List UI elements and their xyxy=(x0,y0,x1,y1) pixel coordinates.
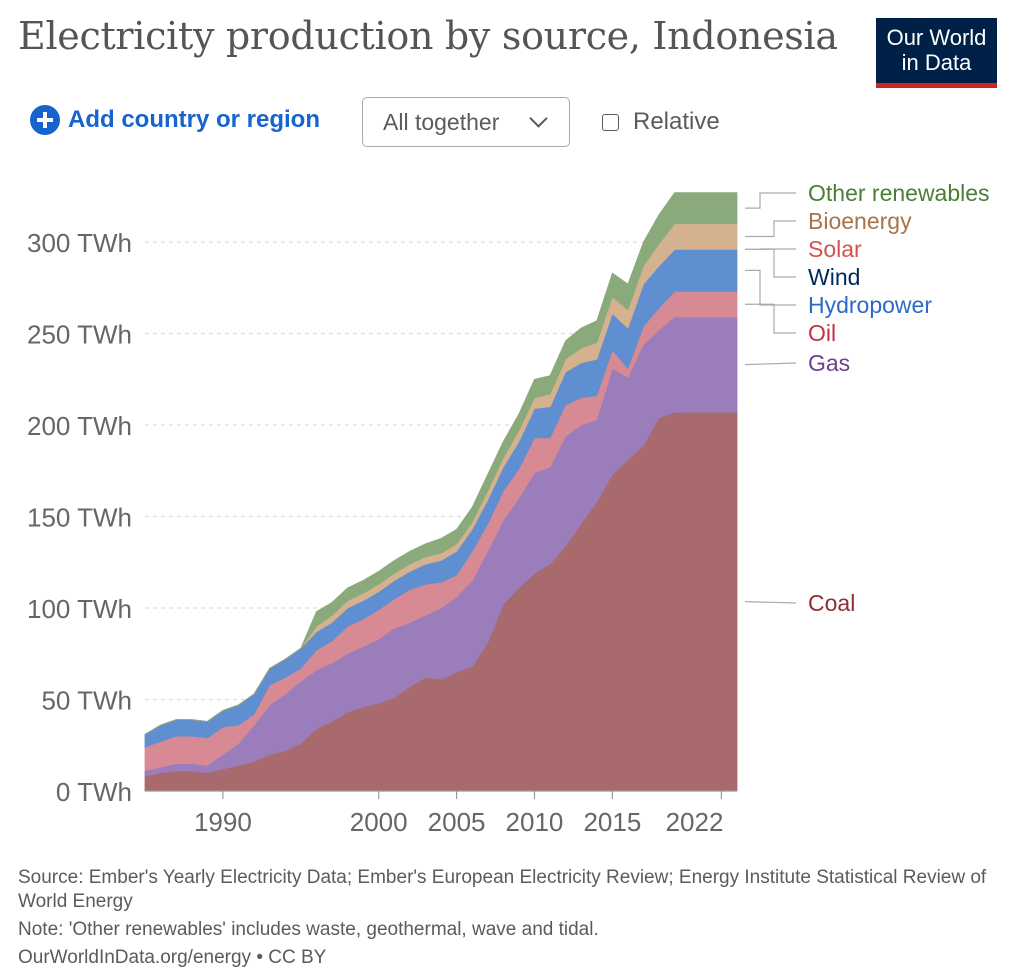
note-text: Note: 'Other renewables' includes waste,… xyxy=(18,919,599,940)
y-tick-label: 50 TWh xyxy=(41,686,132,716)
stacked-area-chart: 0 TWh 50 TWh 100 TWh 150 TWh 200 TWh 250 TWh 3… xyxy=(27,180,990,837)
chevron-down-icon xyxy=(529,109,548,128)
logo-line-2: in Data xyxy=(901,50,972,75)
legend-label-other-renewables: Other renewables xyxy=(808,180,990,206)
legend-connector xyxy=(745,269,796,306)
credit-link[interactable]: OurWorldInData.org/energy • CC BY xyxy=(18,947,327,968)
y-tick-label: 150 TWh xyxy=(27,503,132,533)
y-tick-label: 300 TWh xyxy=(27,228,132,258)
chart-title: Electricity production by source, Indone… xyxy=(18,14,838,58)
legend-connector xyxy=(745,248,796,278)
legend-label-gas: Gas xyxy=(808,350,850,376)
add-country-label: Add country or region xyxy=(68,106,320,133)
plus-circle-icon xyxy=(30,105,60,135)
x-tick-label: 2015 xyxy=(583,807,641,837)
legend-connector xyxy=(745,303,796,334)
legend-label-oil: Oil xyxy=(808,320,836,346)
legend-connector xyxy=(745,220,796,238)
legend-label-solar: Solar xyxy=(808,236,862,262)
y-tick-label: 0 TWh xyxy=(56,777,132,807)
relative-checkbox[interactable] xyxy=(602,113,619,131)
legend-label-wind: Wind xyxy=(808,264,860,290)
legend-label-bioenergy: Bioenergy xyxy=(808,208,912,234)
legend-label-hydropower: Hydropower xyxy=(808,292,932,318)
area-other-renewables xyxy=(144,192,738,735)
owid-logo[interactable]: Our World in Data xyxy=(876,18,997,88)
stacking-mode-select[interactable]: All together xyxy=(362,97,570,147)
relative-toggle[interactable]: Relative xyxy=(602,108,720,136)
legend-connector xyxy=(744,600,797,604)
x-tick-label: 2005 xyxy=(428,807,486,837)
x-tick-label: 1990 xyxy=(194,807,252,837)
source-text: Source: Ember's Yearly Electricity Data;… xyxy=(18,867,987,912)
y-tick-label: 250 TWh xyxy=(27,320,132,350)
legend-connector xyxy=(744,362,797,366)
x-tick-label: 2000 xyxy=(350,807,408,837)
chart-footer: Source: Ember's Yearly Electricity Data;… xyxy=(18,866,998,970)
x-tick-label: 2022 xyxy=(666,807,724,837)
y-tick-label: 100 TWh xyxy=(27,594,132,624)
stacking-mode-value: All together xyxy=(383,108,500,135)
x-tick-label: 2010 xyxy=(506,807,564,837)
relative-label: Relative xyxy=(633,108,720,135)
chart-controls: Add country or region All together Relat… xyxy=(0,96,1018,152)
logo-line-1: Our World xyxy=(886,25,987,50)
legend-label-coal: Coal xyxy=(808,590,855,616)
add-country-button[interactable]: Add country or region xyxy=(30,105,320,135)
y-tick-label: 200 TWh xyxy=(27,411,132,441)
legend-connector xyxy=(745,192,796,209)
